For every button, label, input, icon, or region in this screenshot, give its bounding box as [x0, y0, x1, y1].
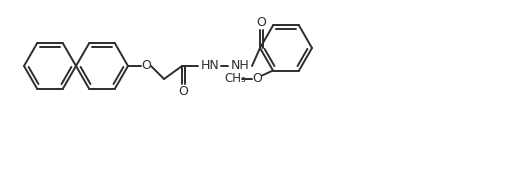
- Text: NH: NH: [230, 59, 249, 72]
- Text: O: O: [178, 86, 187, 98]
- Text: HN: HN: [200, 59, 219, 72]
- Text: CH₃: CH₃: [224, 72, 245, 85]
- Text: O: O: [251, 72, 262, 85]
- Text: O: O: [141, 59, 150, 72]
- Text: O: O: [256, 15, 266, 29]
